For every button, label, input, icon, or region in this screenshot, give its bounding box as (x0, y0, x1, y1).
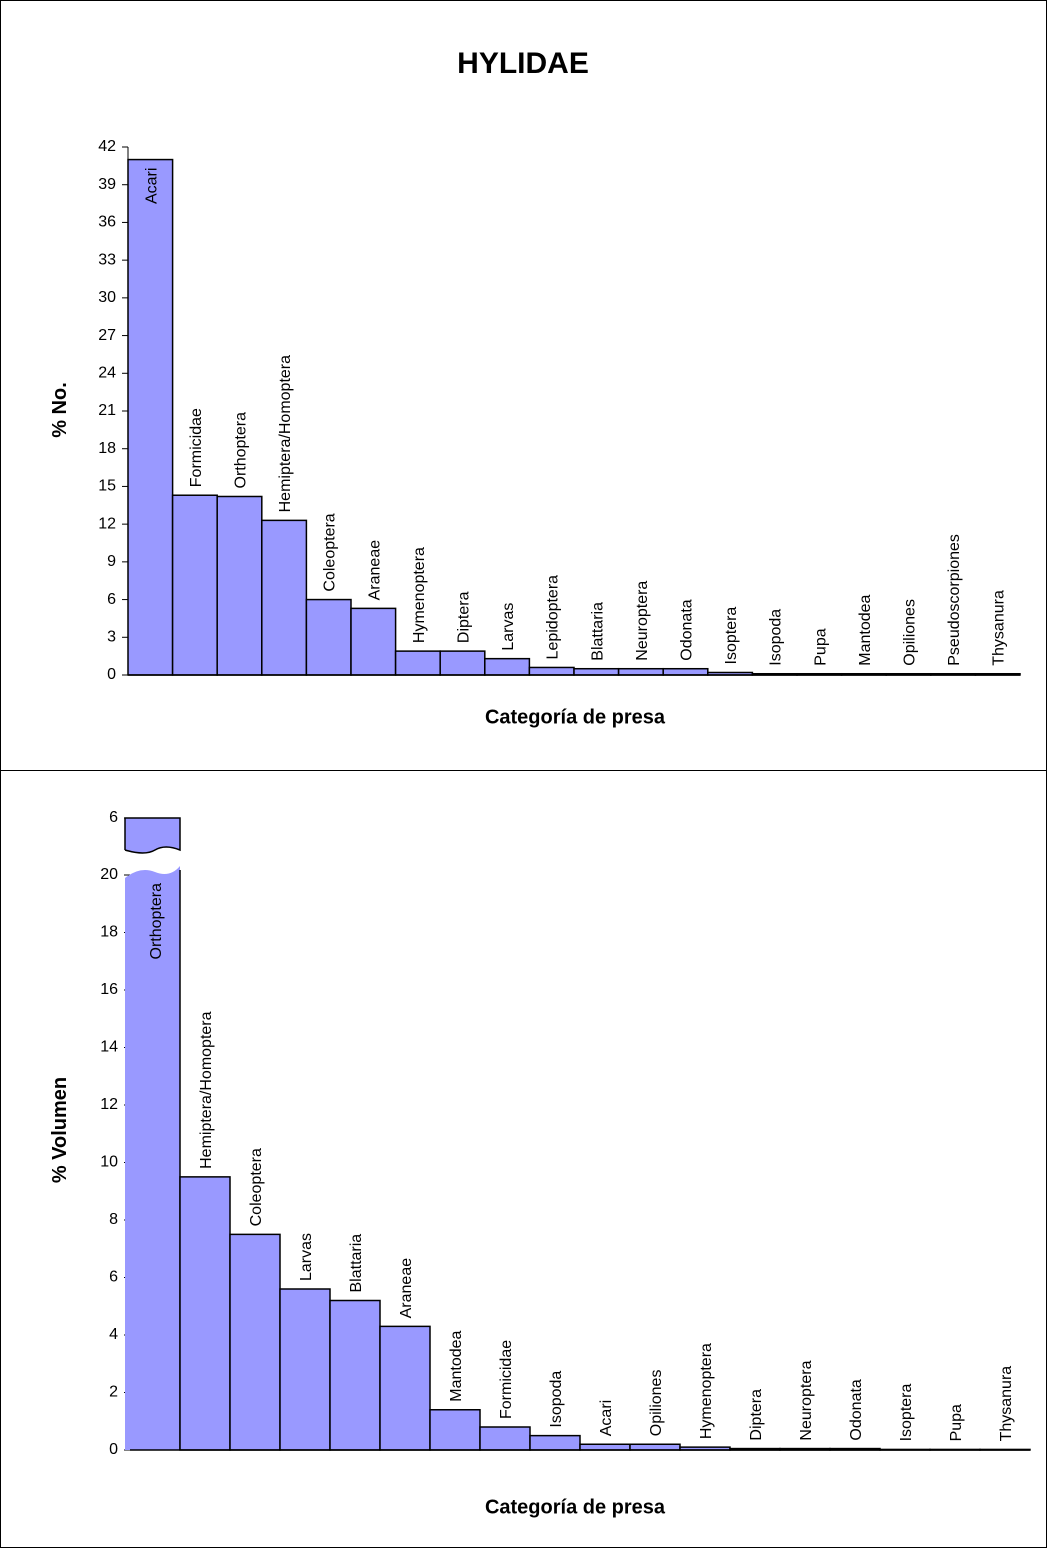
bar (179, 1176, 231, 1451)
y-tick-label: 39 (98, 176, 116, 193)
category-label: Diptera (748, 1389, 765, 1441)
bar (305, 598, 352, 676)
chart-title: HYLIDAE (457, 47, 589, 80)
y-tick-label: 2 (109, 1384, 118, 1401)
category-label: Blattaria (348, 1234, 365, 1293)
bar (379, 1325, 431, 1451)
category-label: Acari (143, 168, 160, 204)
bar (484, 657, 531, 676)
category-label: Mantodea (857, 594, 874, 665)
bar (216, 495, 263, 676)
y-tick-label: 12 (98, 515, 116, 532)
category-label: Opiliones (902, 599, 919, 666)
bar (429, 1409, 481, 1451)
bar (573, 667, 620, 676)
category-label: Neuroptera (798, 1360, 815, 1440)
category-label: Araneae (398, 1258, 415, 1319)
category-label: Coleoptera (248, 1148, 265, 1226)
category-label: Mantodea (448, 1330, 465, 1401)
category-label: Larvas (298, 1233, 315, 1281)
category-label: Diptera (456, 591, 473, 643)
y-tick-label: 3 (107, 629, 116, 646)
category-label: Opiliones (648, 1370, 665, 1437)
bar (662, 667, 709, 676)
category-label: Lepidoptera (545, 575, 562, 660)
y-tick-label: 6 (107, 591, 116, 608)
y-tick-label: 30 (98, 289, 116, 306)
category-label: Orthoptera (233, 412, 250, 489)
y-tick-label: 33 (98, 251, 116, 268)
y-tick-label: 9 (107, 553, 116, 570)
y-tick-label: 16 (100, 981, 118, 998)
category-label: Thysanura (998, 1366, 1015, 1442)
category-label: Blattaria (589, 602, 606, 661)
category-label: Hemiptera/Homoptera (198, 1011, 215, 1169)
category-label: Coleoptera (322, 513, 339, 591)
bar (171, 494, 218, 676)
y-tick-label: 6 (109, 809, 118, 826)
x-axis-label: Categoría de presa (485, 1496, 666, 1518)
y-tick-label: 42 (98, 138, 116, 155)
category-label: Isopoda (548, 1371, 565, 1428)
bar (629, 1443, 681, 1451)
y-tick-label: 10 (100, 1154, 118, 1171)
category-label: Formicidae (498, 1340, 515, 1419)
bar (127, 158, 174, 676)
category-label: Larvas (500, 603, 517, 651)
bar (124, 817, 181, 854)
y-tick-label: 20 (100, 866, 118, 883)
bar (229, 1233, 281, 1451)
bar (329, 1299, 381, 1451)
y-tick-label: 0 (109, 1441, 118, 1458)
y-tick-label: 18 (98, 440, 116, 457)
y-axis-label: % No. (49, 382, 71, 438)
bar (528, 666, 575, 676)
category-label: Formicidae (188, 408, 205, 487)
y-tick-label: 14 (100, 1039, 118, 1056)
category-label: Odonata (848, 1379, 865, 1440)
bar (579, 1443, 631, 1451)
bar (617, 667, 664, 676)
category-label: Hemiptera/Homoptera (277, 355, 294, 513)
y-tick-label: 6 (109, 1269, 118, 1286)
y-tick-label: 0 (107, 666, 116, 683)
category-label: Isopoda (768, 609, 785, 666)
category-label: Isoptera (898, 1384, 915, 1442)
bar (279, 1288, 331, 1451)
y-tick-label: 27 (98, 327, 116, 344)
y-tick-label: 36 (98, 214, 116, 231)
bar (350, 607, 397, 676)
y-tick-label: 8 (109, 1211, 118, 1228)
category-label: Hymenoptera (698, 1343, 715, 1439)
bar (261, 519, 308, 676)
category-label: Thysanura (991, 590, 1008, 666)
y-tick-label: 4 (109, 1326, 118, 1343)
y-tick-label: 15 (98, 478, 116, 495)
y-tick-label: 24 (98, 365, 116, 382)
y-tick-label: 18 (100, 924, 118, 941)
category-label: Orthoptera (148, 883, 165, 960)
x-axis-label: Categoría de presa (485, 706, 666, 728)
category-label: Pupa (948, 1404, 965, 1441)
category-label: Neuroptera (634, 581, 651, 661)
y-tick-label: 21 (98, 402, 116, 419)
category-label: Odonata (679, 599, 696, 660)
y-axis-label: % Volumen (49, 1077, 71, 1183)
category-label: Araneae (366, 540, 383, 601)
category-label: Pupa (812, 628, 829, 665)
bar (439, 650, 486, 676)
category-label: Pseudoscorpiones (946, 534, 963, 666)
category-label: Hymenoptera (411, 547, 428, 643)
category-label: Acari (598, 1400, 615, 1436)
bar (394, 650, 441, 676)
bar (529, 1434, 581, 1451)
y-tick-label: 12 (100, 1096, 118, 1113)
category-label: Isoptera (723, 607, 740, 665)
bar (479, 1426, 531, 1451)
bar (125, 866, 180, 1450)
